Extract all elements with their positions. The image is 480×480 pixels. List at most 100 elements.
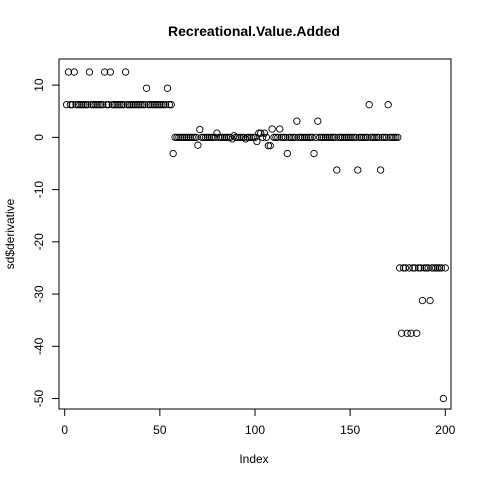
data-point: [150, 101, 158, 109]
data-point: [232, 133, 240, 142]
y-tick-label: 10: [32, 78, 46, 92]
y-tick-label: -30: [32, 285, 46, 303]
data-point: [102, 101, 111, 109]
data-point: [306, 133, 314, 142]
data-point: [378, 133, 387, 142]
data-point: [179, 133, 187, 142]
data-point: [310, 149, 318, 158]
data-point: [266, 142, 274, 150]
data-point: [196, 125, 204, 134]
data-point: [198, 133, 206, 142]
data-point: [376, 166, 385, 174]
data-point: [304, 133, 312, 142]
data-point: [238, 133, 246, 142]
data-point: [146, 101, 154, 109]
data-point: [363, 133, 371, 142]
x-axis-label: Index: [239, 452, 268, 466]
data-point: [165, 101, 174, 109]
data-point: [123, 101, 132, 109]
data-point: [270, 133, 278, 142]
chart-title: Recreational.Value.Added: [168, 23, 340, 39]
data-point: [116, 101, 124, 109]
data-point: [361, 133, 370, 142]
data-point: [76, 101, 84, 109]
data-point: [342, 133, 350, 142]
data-point: [85, 68, 94, 76]
data-point: [283, 149, 291, 158]
data-point: [359, 133, 368, 142]
data-point: [219, 133, 227, 142]
data-point: [312, 133, 320, 142]
data-point: [255, 129, 263, 137]
data-point: [220, 133, 229, 142]
data-point: [291, 133, 299, 142]
data-point: [352, 133, 360, 142]
data-point: [437, 264, 446, 272]
data-point: [89, 101, 97, 109]
x-tick-label: 150: [340, 423, 360, 437]
data-point: [260, 129, 269, 137]
data-point: [118, 101, 126, 109]
data-point: [213, 129, 221, 137]
data-point: [394, 133, 402, 142]
data-point: [215, 133, 223, 142]
data-point: [384, 101, 392, 109]
data-point: [415, 264, 423, 272]
data-point: [95, 101, 103, 109]
data-point: [409, 264, 417, 272]
data-point: [293, 117, 301, 125]
data-point: [245, 133, 253, 142]
data-point: [97, 101, 105, 109]
y-tick-label: -20: [32, 233, 46, 251]
data-point: [317, 133, 326, 142]
data-point: [156, 101, 164, 109]
data-point: [276, 125, 284, 133]
data-point: [247, 133, 255, 142]
data-point: [405, 264, 413, 272]
data-point: [99, 101, 107, 109]
data-point: [121, 68, 130, 76]
data-point: [62, 101, 71, 109]
data-point: [81, 101, 90, 109]
y-tick-label: 0: [32, 134, 46, 141]
data-point: [64, 68, 73, 76]
data-point: [300, 133, 309, 142]
y-axis-label: sd$derivative: [3, 198, 17, 269]
data-point: [125, 101, 134, 109]
data-point: [325, 133, 333, 142]
data-point: [354, 166, 362, 174]
data-point: [175, 133, 183, 142]
data-point: [135, 101, 143, 109]
x-tick-label: 50: [153, 423, 167, 437]
data-point: [289, 133, 297, 142]
data-point: [319, 133, 328, 142]
data-point: [258, 133, 267, 142]
data-point: [209, 133, 217, 142]
data-point: [154, 101, 162, 109]
data-point: [335, 133, 343, 142]
data-point: [424, 264, 432, 272]
y-tick-label: -50: [32, 390, 46, 408]
data-point: [416, 264, 425, 272]
data-point: [338, 133, 347, 142]
data-point: [180, 133, 189, 142]
data-point: [348, 133, 356, 142]
data-point: [356, 133, 364, 142]
data-point: [226, 133, 234, 142]
data-point: [386, 133, 394, 142]
data-point: [333, 166, 341, 174]
data-point: [251, 133, 259, 142]
data-point: [321, 133, 330, 142]
data-point: [131, 101, 139, 109]
data-point: [350, 133, 358, 142]
data-point: [422, 264, 430, 272]
data-point: [203, 133, 212, 142]
data-point: [74, 101, 82, 109]
data-point: [114, 101, 122, 109]
data-point: [152, 101, 160, 109]
data-point: [163, 84, 172, 92]
data-point: [327, 133, 335, 142]
data-point: [160, 101, 168, 109]
data-point: [297, 133, 305, 142]
